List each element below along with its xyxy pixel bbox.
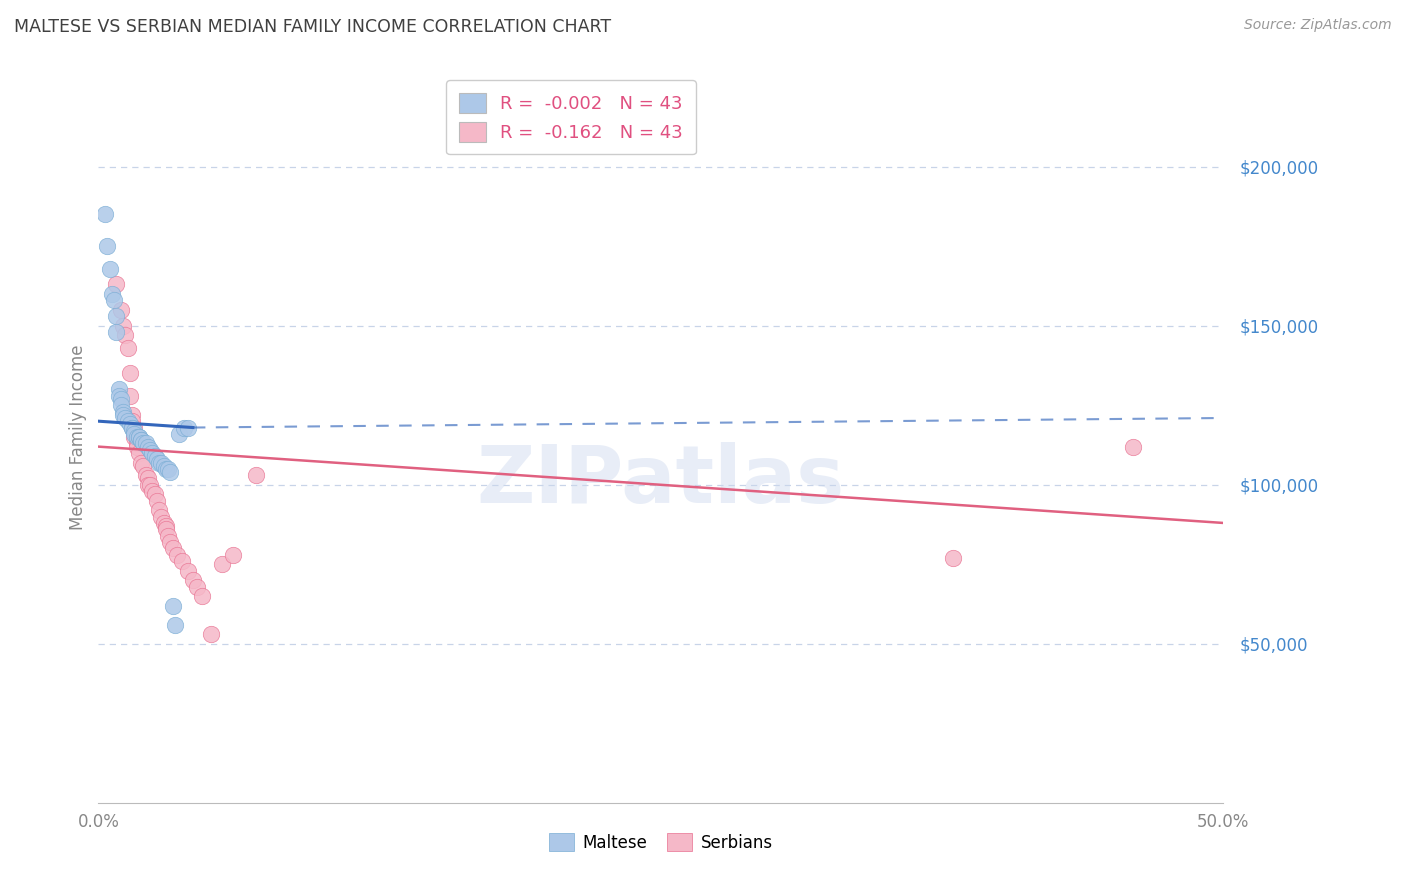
Point: [105, 325, 128, 339]
Point: [136, 471, 159, 485]
Point: [143, 449, 166, 463]
Point: [148, 456, 170, 470]
Point: [125, 436, 148, 450]
Point: [148, 503, 170, 517]
Point: [211, 558, 233, 572]
Point: [103, 293, 125, 308]
Point: [155, 519, 177, 533]
Point: [118, 417, 141, 432]
Point: [105, 310, 128, 324]
Point: [186, 580, 208, 594]
Point: [110, 392, 132, 406]
Point: [191, 589, 214, 603]
Point: [141, 484, 163, 499]
Point: [177, 564, 200, 578]
Text: MALTESE VS SERBIAN MEDIAN FAMILY INCOME CORRELATION CHART: MALTESE VS SERBIAN MEDIAN FAMILY INCOME …: [14, 18, 612, 36]
Point: [163, 617, 186, 632]
Point: [177, 420, 200, 434]
Point: [152, 516, 174, 530]
Text: ZIPatlas: ZIPatlas: [477, 442, 845, 520]
Point: [169, 426, 191, 441]
Point: [121, 420, 143, 434]
Point: [96, 239, 118, 253]
Point: [128, 430, 150, 444]
Point: [94, 207, 117, 221]
Point: [159, 535, 181, 549]
Point: [118, 389, 141, 403]
Point: [162, 599, 184, 613]
Point: [121, 420, 143, 434]
Point: [152, 458, 174, 473]
Point: [121, 414, 143, 428]
Point: [150, 456, 173, 470]
Point: [114, 328, 136, 343]
Point: [222, 548, 245, 562]
Point: [135, 468, 157, 483]
Point: [128, 430, 150, 444]
Y-axis label: Median Family Income: Median Family Income: [69, 344, 87, 530]
Point: [112, 404, 135, 418]
Point: [129, 434, 152, 448]
Point: [117, 414, 139, 428]
Text: Source: ZipAtlas.com: Source: ZipAtlas.com: [1244, 18, 1392, 32]
Point: [110, 302, 132, 317]
Point: [101, 287, 124, 301]
Point: [125, 430, 148, 444]
Point: [159, 465, 181, 479]
Point: [98, 261, 121, 276]
Point: [245, 468, 267, 483]
Point: [129, 456, 152, 470]
Point: [942, 550, 965, 565]
Point: [166, 548, 188, 562]
Point: [105, 277, 128, 292]
Point: [117, 341, 139, 355]
Point: [110, 398, 132, 412]
Point: [150, 509, 173, 524]
Point: [136, 477, 159, 491]
Point: [139, 442, 162, 457]
Point: [107, 383, 129, 397]
Point: [157, 462, 180, 476]
Point: [141, 446, 163, 460]
Point: [162, 541, 184, 556]
Point: [173, 420, 195, 434]
Point: [155, 522, 177, 536]
Point: [132, 458, 155, 473]
Point: [124, 420, 146, 434]
Point: [1122, 440, 1144, 454]
Point: [124, 430, 146, 444]
Point: [124, 426, 146, 441]
Point: [136, 440, 159, 454]
Point: [155, 462, 177, 476]
Point: [107, 389, 129, 403]
Point: [200, 627, 222, 641]
Point: [135, 436, 157, 450]
Point: [157, 529, 180, 543]
Point: [118, 367, 141, 381]
Point: [129, 434, 152, 448]
Point: [125, 440, 148, 454]
Point: [121, 408, 143, 422]
Point: [170, 554, 193, 568]
Point: [146, 493, 169, 508]
Point: [181, 573, 204, 587]
Point: [128, 446, 150, 460]
Point: [112, 318, 135, 333]
Point: [112, 408, 135, 422]
Point: [114, 411, 136, 425]
Point: [124, 424, 146, 438]
Point: [132, 436, 155, 450]
Point: [146, 452, 169, 467]
Point: [139, 477, 162, 491]
Legend: Maltese, Serbians: Maltese, Serbians: [541, 825, 780, 860]
Point: [143, 487, 166, 501]
